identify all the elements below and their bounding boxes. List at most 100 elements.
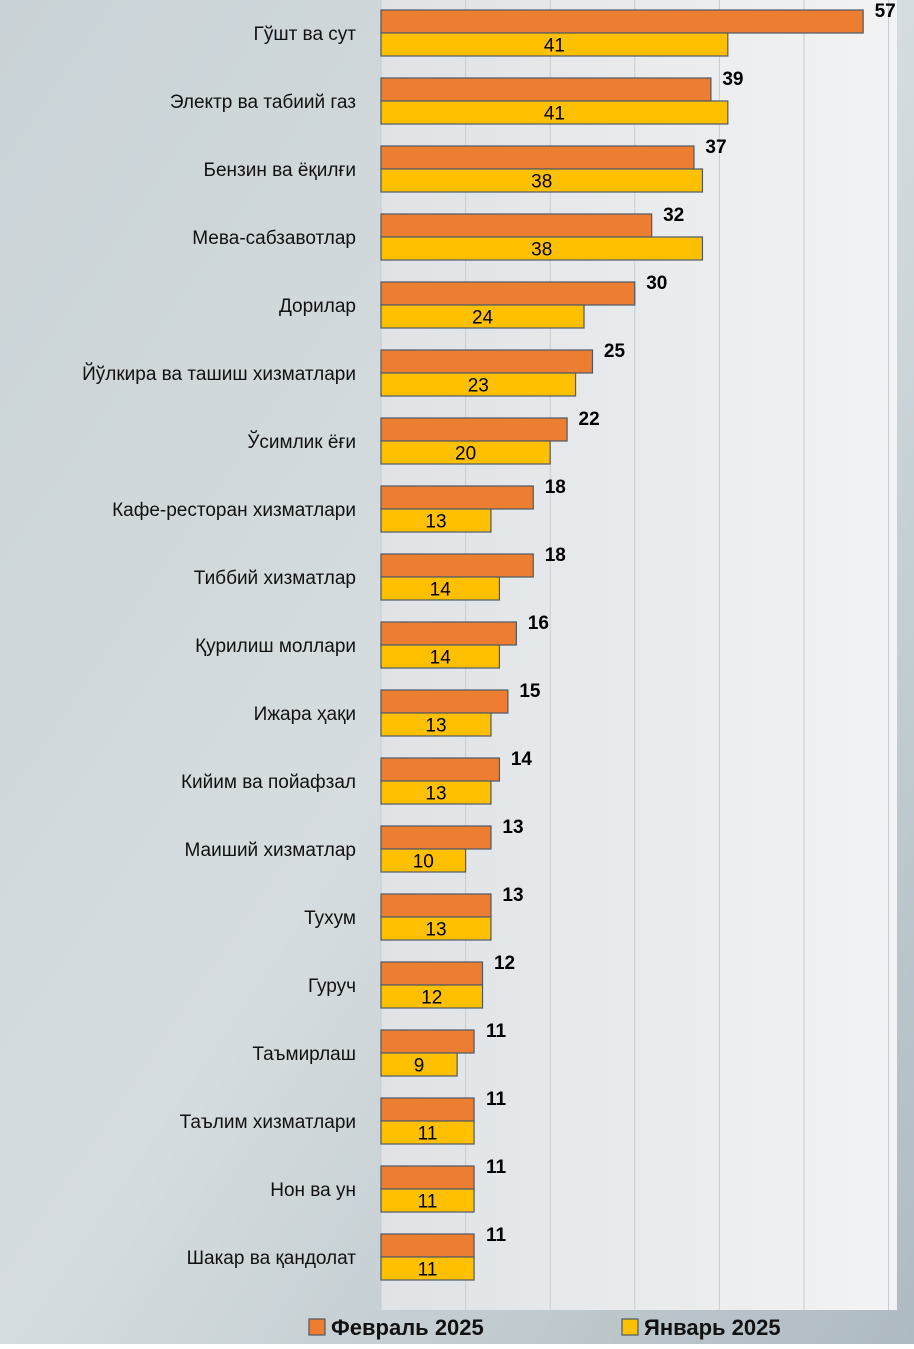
y-tick-label: Қурилиш моллари xyxy=(195,636,356,657)
bar xyxy=(380,712,492,737)
value-label: 11 xyxy=(418,1260,438,1281)
bar xyxy=(380,893,492,918)
value-label: 41 xyxy=(544,36,565,57)
value-label: 23 xyxy=(468,376,489,397)
value-label: 16 xyxy=(528,613,549,634)
bar xyxy=(380,1233,475,1258)
y-tick-label: Тухум xyxy=(304,908,356,929)
y-tick-label: Мева-сабзавотлар xyxy=(192,228,356,249)
bar xyxy=(380,1097,475,1122)
y-tick-label: Бензин ва ёқилғи xyxy=(204,160,356,181)
bar xyxy=(380,304,585,329)
value-label: 20 xyxy=(455,444,476,465)
value-label: 25 xyxy=(604,341,626,362)
y-tick-label: Кафе-ресторан хизматлари xyxy=(112,500,356,521)
y-tick-label: Гуруч xyxy=(308,976,356,997)
value-label: 37 xyxy=(705,137,726,158)
value-label: 11 xyxy=(486,1157,507,1178)
value-label: 15 xyxy=(519,681,541,702)
value-label: 12 xyxy=(494,953,515,974)
bar xyxy=(380,1120,475,1145)
y-tick-label: Нон ва ун xyxy=(270,1180,356,1201)
value-label: 13 xyxy=(502,885,523,906)
bar xyxy=(380,32,729,57)
y-tick-label: Таъмирлаш xyxy=(252,1044,356,1065)
bar xyxy=(380,984,484,1009)
value-label: 30 xyxy=(646,273,667,294)
bar xyxy=(380,440,551,465)
bar xyxy=(380,689,509,714)
bar xyxy=(380,848,467,873)
value-label: 14 xyxy=(430,580,452,601)
bar xyxy=(380,553,534,578)
value-label: 10 xyxy=(413,852,434,873)
bar xyxy=(380,780,492,805)
bar xyxy=(380,236,704,261)
bar xyxy=(380,145,695,170)
legend-swatch xyxy=(621,1318,639,1336)
y-tick-label: Йўлкира ва ташиш хизматлари xyxy=(82,363,356,385)
bar xyxy=(380,213,653,238)
value-label: 14 xyxy=(430,648,452,669)
y-tick-label: Шакар ва қандолат xyxy=(187,1248,357,1269)
legend-label: Январь 2025 xyxy=(644,1315,781,1340)
bar xyxy=(380,417,568,442)
bar xyxy=(380,281,636,306)
value-label: 39 xyxy=(722,69,743,90)
value-label: 24 xyxy=(472,308,494,329)
bar xyxy=(380,77,712,102)
value-label: 14 xyxy=(511,749,533,770)
y-tick-label: Дорилар xyxy=(279,296,356,317)
value-label: 11 xyxy=(418,1192,438,1213)
value-label: 57 xyxy=(875,1,896,22)
value-label: 11 xyxy=(486,1089,507,1110)
value-label: 38 xyxy=(531,240,552,261)
bar xyxy=(380,1052,458,1077)
bar xyxy=(380,757,501,782)
value-label: 22 xyxy=(579,409,600,430)
bar xyxy=(380,1256,475,1281)
value-label: 41 xyxy=(544,104,565,125)
bar xyxy=(380,1165,475,1190)
value-label: 11 xyxy=(486,1225,507,1246)
bar xyxy=(380,576,501,601)
y-tick-label: Гўшт ва сут xyxy=(254,24,357,45)
value-label: 18 xyxy=(545,477,566,498)
value-label: 13 xyxy=(425,784,446,805)
bar xyxy=(380,485,534,510)
bar xyxy=(380,1029,475,1054)
value-label: 18 xyxy=(545,545,566,566)
value-label: 11 xyxy=(486,1021,507,1042)
bar xyxy=(380,644,501,669)
bar xyxy=(380,9,864,34)
bar xyxy=(380,961,484,986)
bar xyxy=(380,825,492,850)
value-label: 9 xyxy=(414,1056,425,1077)
value-label: 13 xyxy=(425,920,446,941)
bar xyxy=(380,372,577,397)
bar xyxy=(380,168,704,193)
y-tick-label: Таълим хизматлари xyxy=(180,1112,356,1133)
bar xyxy=(380,100,729,125)
bar xyxy=(380,1188,475,1213)
value-label: 38 xyxy=(531,172,552,193)
value-label: 32 xyxy=(663,205,684,226)
value-label: 13 xyxy=(425,512,446,533)
bar xyxy=(380,916,492,941)
bar xyxy=(380,349,594,374)
value-label: 12 xyxy=(421,988,442,1009)
y-tick-label: Тиббий хизматлар xyxy=(194,568,356,589)
value-label: 13 xyxy=(425,716,446,737)
legend-label: Февраль 2025 xyxy=(331,1315,484,1340)
y-tick-label: Кийим ва пойафзал xyxy=(181,772,356,793)
legend-swatch xyxy=(308,1318,326,1336)
value-label: 11 xyxy=(418,1124,438,1145)
y-tick-label: Маиший хизматлар xyxy=(184,840,356,861)
value-label: 13 xyxy=(502,817,523,838)
bar xyxy=(380,621,517,646)
y-tick-label: Ижара ҳақи xyxy=(254,704,356,725)
y-tick-label: Ўсимлик ёғи xyxy=(247,431,356,453)
y-tick-label: Электр ва табиий газ xyxy=(170,92,356,113)
bar xyxy=(380,508,492,533)
